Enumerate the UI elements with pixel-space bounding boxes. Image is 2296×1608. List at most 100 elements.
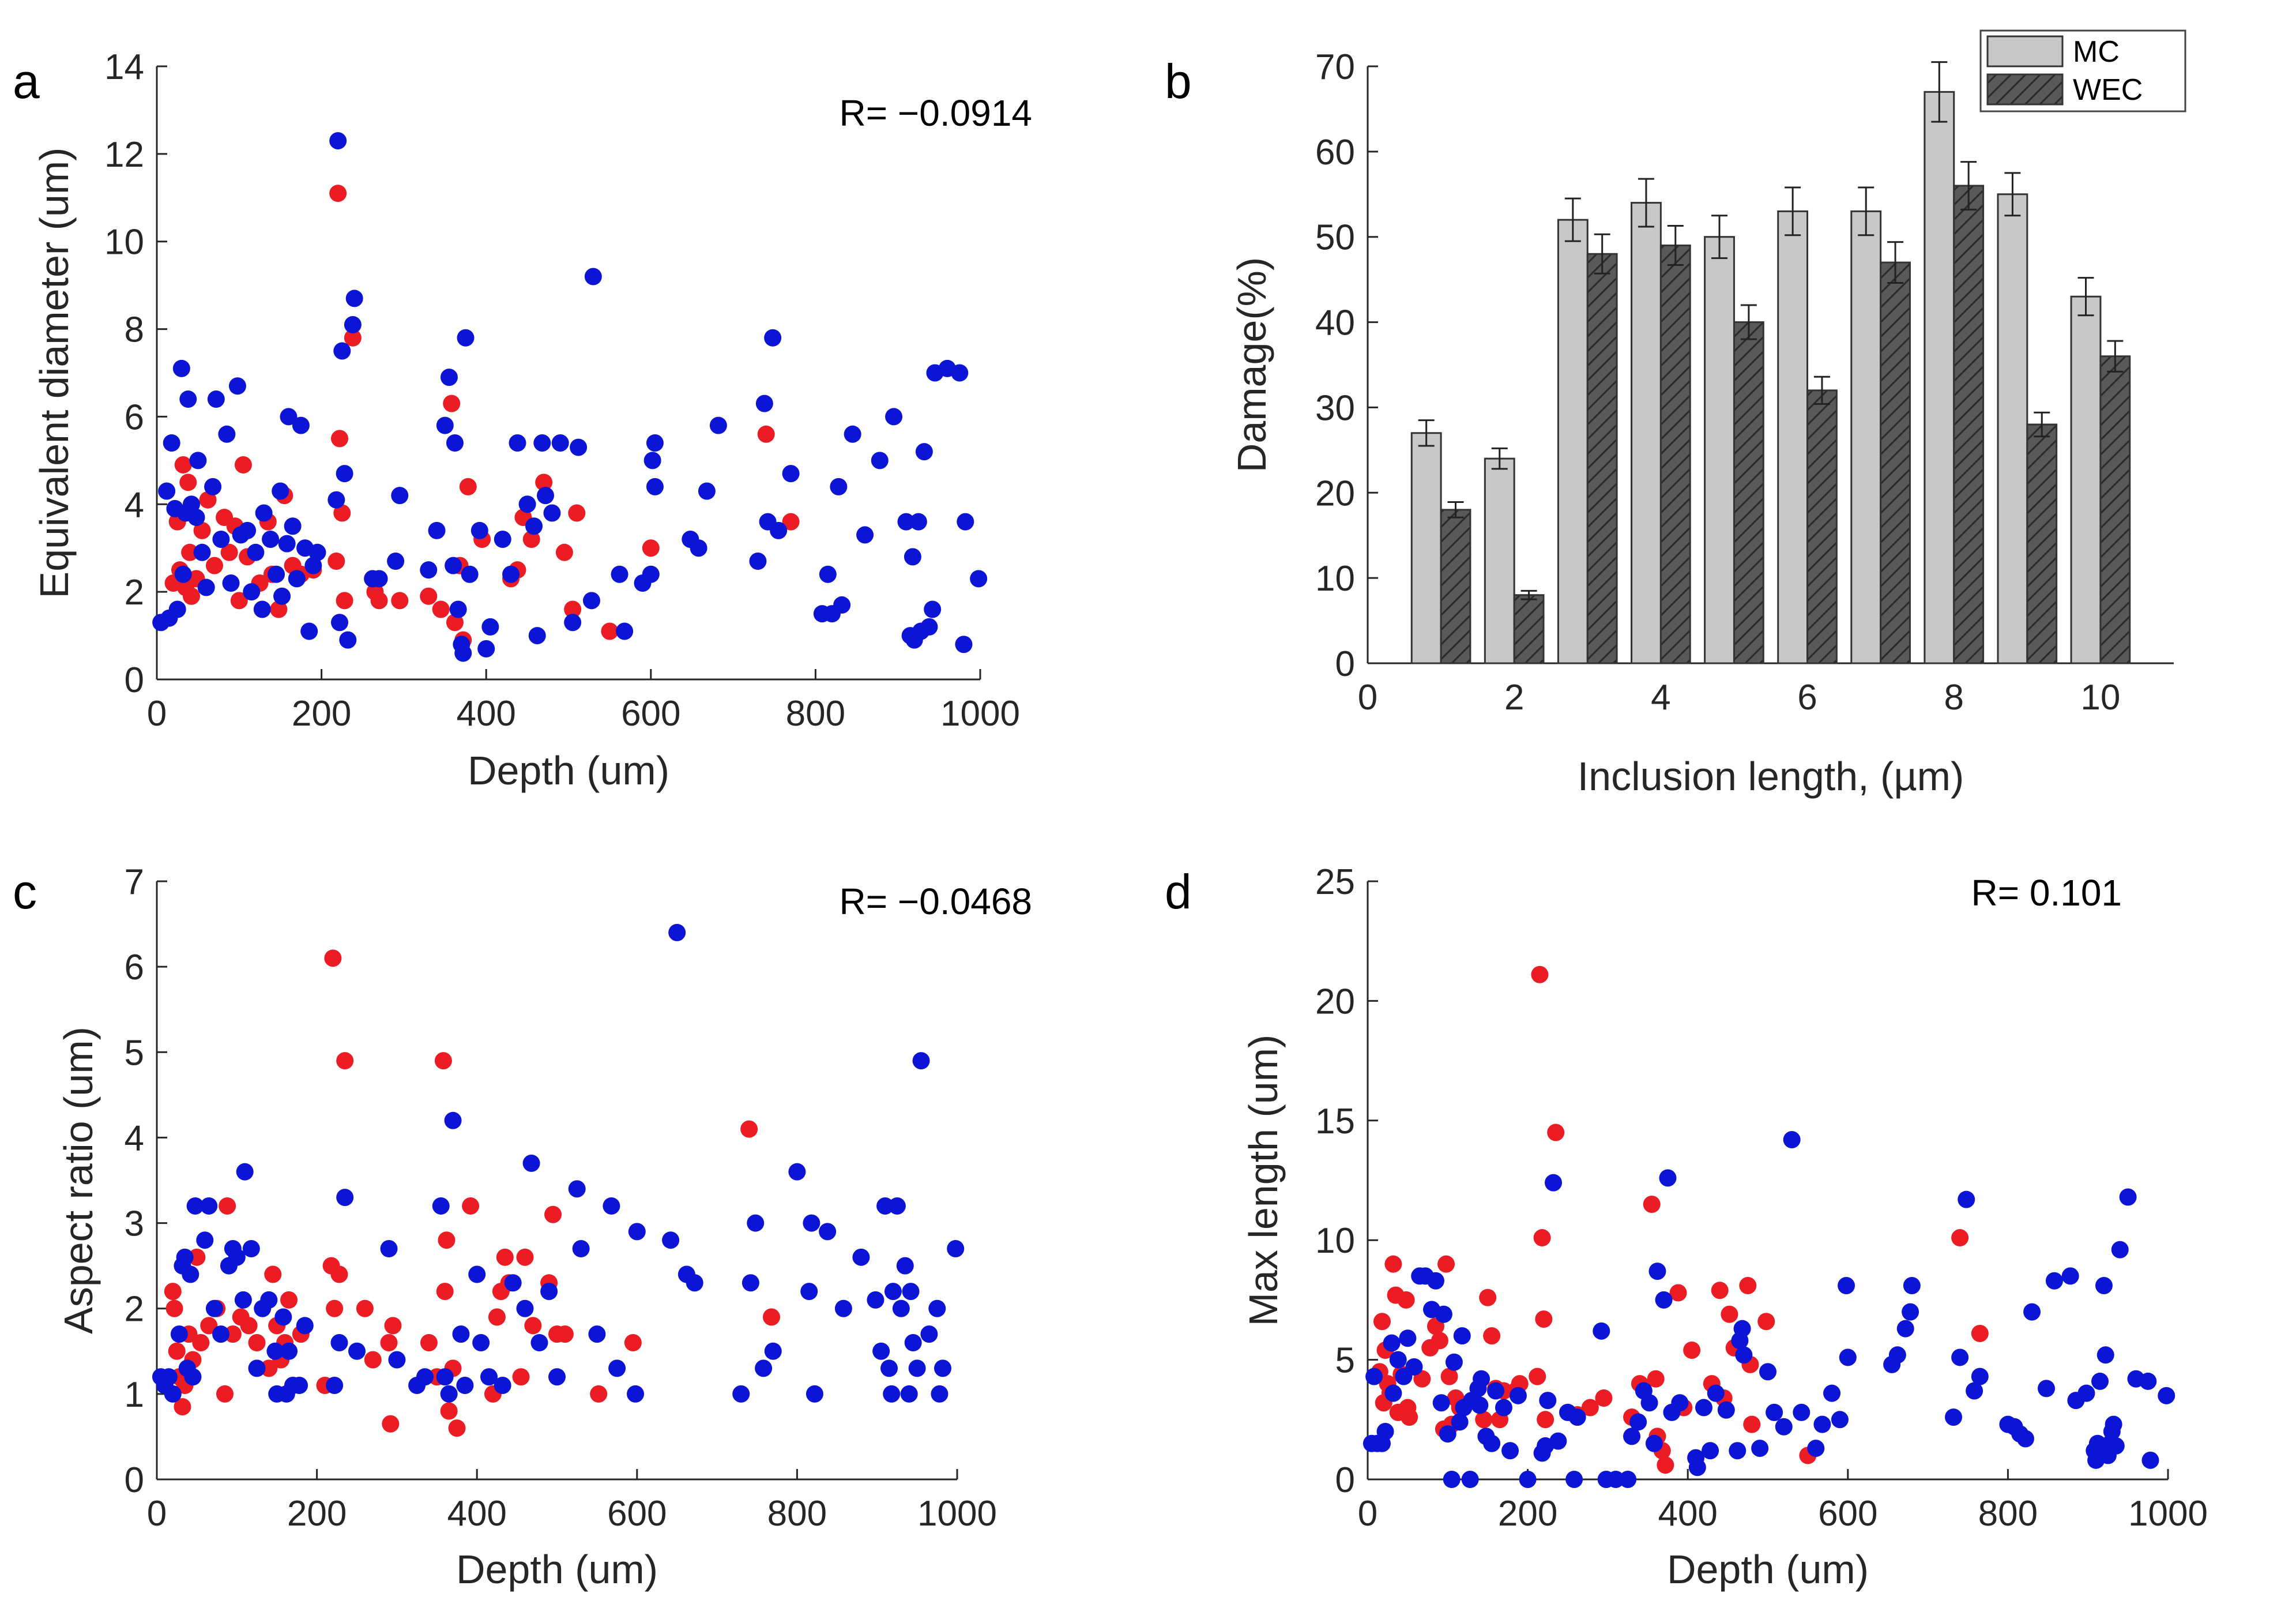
- data-point-blue: [454, 644, 472, 662]
- data-point-blue: [262, 531, 280, 548]
- data-point-blue: [1501, 1442, 1519, 1460]
- data-point-blue: [646, 478, 664, 495]
- data-point-blue: [970, 570, 988, 588]
- data-point-blue: [584, 268, 602, 285]
- data-point-red: [364, 1351, 382, 1369]
- data-point-blue: [698, 482, 716, 500]
- data-point-red: [432, 600, 450, 618]
- data-point-blue: [1487, 1382, 1505, 1400]
- data-point-blue: [212, 531, 230, 548]
- data-point-blue: [187, 509, 205, 527]
- data-point-blue: [928, 1299, 946, 1317]
- data-point-blue: [1549, 1432, 1567, 1450]
- data-point-red: [762, 1308, 780, 1326]
- data-point-blue: [516, 1299, 534, 1317]
- data-point-red: [240, 1317, 258, 1335]
- data-point-blue: [1896, 1320, 1914, 1338]
- data-point-blue: [931, 1385, 948, 1403]
- bar-MC: [1850, 210, 1882, 664]
- y-tick-label: 8: [125, 310, 144, 350]
- panel-b-bar-damage: 0 10 20 30 40 50 60 70 0 2 4 6 8 10 Inclusion length, …: [1229, 29, 2186, 799]
- data-point-blue: [420, 561, 438, 579]
- data-point-blue: [345, 290, 363, 307]
- data-point-blue: [2016, 1430, 2034, 1448]
- data-point-blue: [2023, 1303, 2041, 1321]
- data-point-red: [219, 1197, 236, 1215]
- data-point-blue: [646, 434, 664, 452]
- data-point-blue: [1376, 1423, 1394, 1441]
- data-point-red: [333, 504, 351, 522]
- y-tick-label: 40: [1315, 303, 1355, 343]
- data-point-red: [1711, 1282, 1729, 1299]
- data-point-blue: [690, 539, 707, 557]
- data-point-blue: [588, 1325, 606, 1343]
- data-point-blue: [912, 1052, 930, 1070]
- data-point-blue: [432, 1197, 450, 1215]
- data-point-red: [488, 1308, 506, 1326]
- data-point-red: [168, 1342, 186, 1360]
- data-point-blue: [197, 578, 215, 596]
- panel-a-scatter-equivalent-diameter: 0 2 4 6 8 10 12 14 0 200 400 600 800 1000 Depth (um) Eq…: [32, 47, 1032, 793]
- y-tick-label: 12: [104, 135, 144, 175]
- data-point-red: [1483, 1327, 1501, 1345]
- correlation-label: R= 0.101: [1971, 872, 2122, 914]
- data-point-blue: [391, 487, 409, 505]
- data-point-blue: [336, 465, 353, 483]
- data-point-blue: [205, 1299, 223, 1317]
- data-point-blue: [608, 1359, 626, 1377]
- x-tick-label: 800: [767, 1494, 827, 1534]
- data-point-blue: [266, 1342, 284, 1360]
- y-tick-label: 30: [1315, 388, 1355, 428]
- data-point-blue: [852, 1248, 870, 1266]
- data-point-blue: [1813, 1415, 1831, 1433]
- data-point-blue: [1702, 1442, 1719, 1460]
- bar-MC: [1704, 236, 1735, 664]
- data-point-blue: [1717, 1401, 1735, 1419]
- data-point-red: [496, 1248, 514, 1266]
- x-tick-label: 10: [2080, 678, 2120, 717]
- data-point-blue: [326, 1377, 344, 1395]
- data-point-blue: [1838, 1277, 1855, 1295]
- data-point-blue: [1645, 1434, 1663, 1452]
- data-point-blue: [603, 1197, 620, 1215]
- data-point-blue: [1831, 1411, 1849, 1429]
- x-tick-label: 400: [456, 694, 515, 734]
- data-point-blue: [800, 1283, 818, 1301]
- data-point-red: [336, 1052, 354, 1070]
- data-point-blue: [509, 434, 526, 452]
- x-tick-label: 6: [1797, 678, 1817, 717]
- data-point-red: [544, 1205, 562, 1223]
- y-tick-label: 2: [125, 1290, 144, 1329]
- panel-letter-c: c: [13, 865, 37, 919]
- x-tick-label: 200: [1498, 1494, 1557, 1534]
- data-point-blue: [833, 596, 851, 614]
- data-point-blue: [184, 1368, 202, 1386]
- data-point-blue: [370, 570, 388, 588]
- data-point-red: [391, 592, 409, 610]
- data-point-blue: [416, 1368, 434, 1386]
- bar-WEC: [1733, 321, 1764, 664]
- data-point-red: [1643, 1195, 1661, 1213]
- data-point-red: [459, 478, 477, 495]
- panel-letter-a: a: [13, 54, 40, 108]
- bar-WEC: [1513, 594, 1545, 664]
- data-point-red: [568, 504, 586, 522]
- panel-letter-d: d: [1165, 865, 1192, 919]
- data-point-red: [446, 614, 464, 632]
- data-point-blue: [239, 521, 257, 539]
- data-point-red: [1397, 1291, 1415, 1309]
- data-point-blue: [642, 565, 660, 583]
- data-point-red: [370, 592, 388, 610]
- x-tick-label: 8: [1944, 678, 1963, 717]
- data-point-blue: [331, 614, 349, 632]
- data-point-blue: [461, 565, 479, 583]
- data-point-blue: [502, 565, 520, 583]
- data-point-blue: [160, 1368, 178, 1386]
- data-point-blue: [308, 543, 326, 561]
- data-point-blue: [428, 521, 446, 539]
- data-point-blue: [1461, 1471, 1479, 1488]
- data-point-red: [264, 1265, 282, 1283]
- data-point-blue: [164, 1385, 182, 1403]
- data-point-blue: [471, 521, 488, 539]
- x-tick-label: 1000: [940, 694, 1020, 734]
